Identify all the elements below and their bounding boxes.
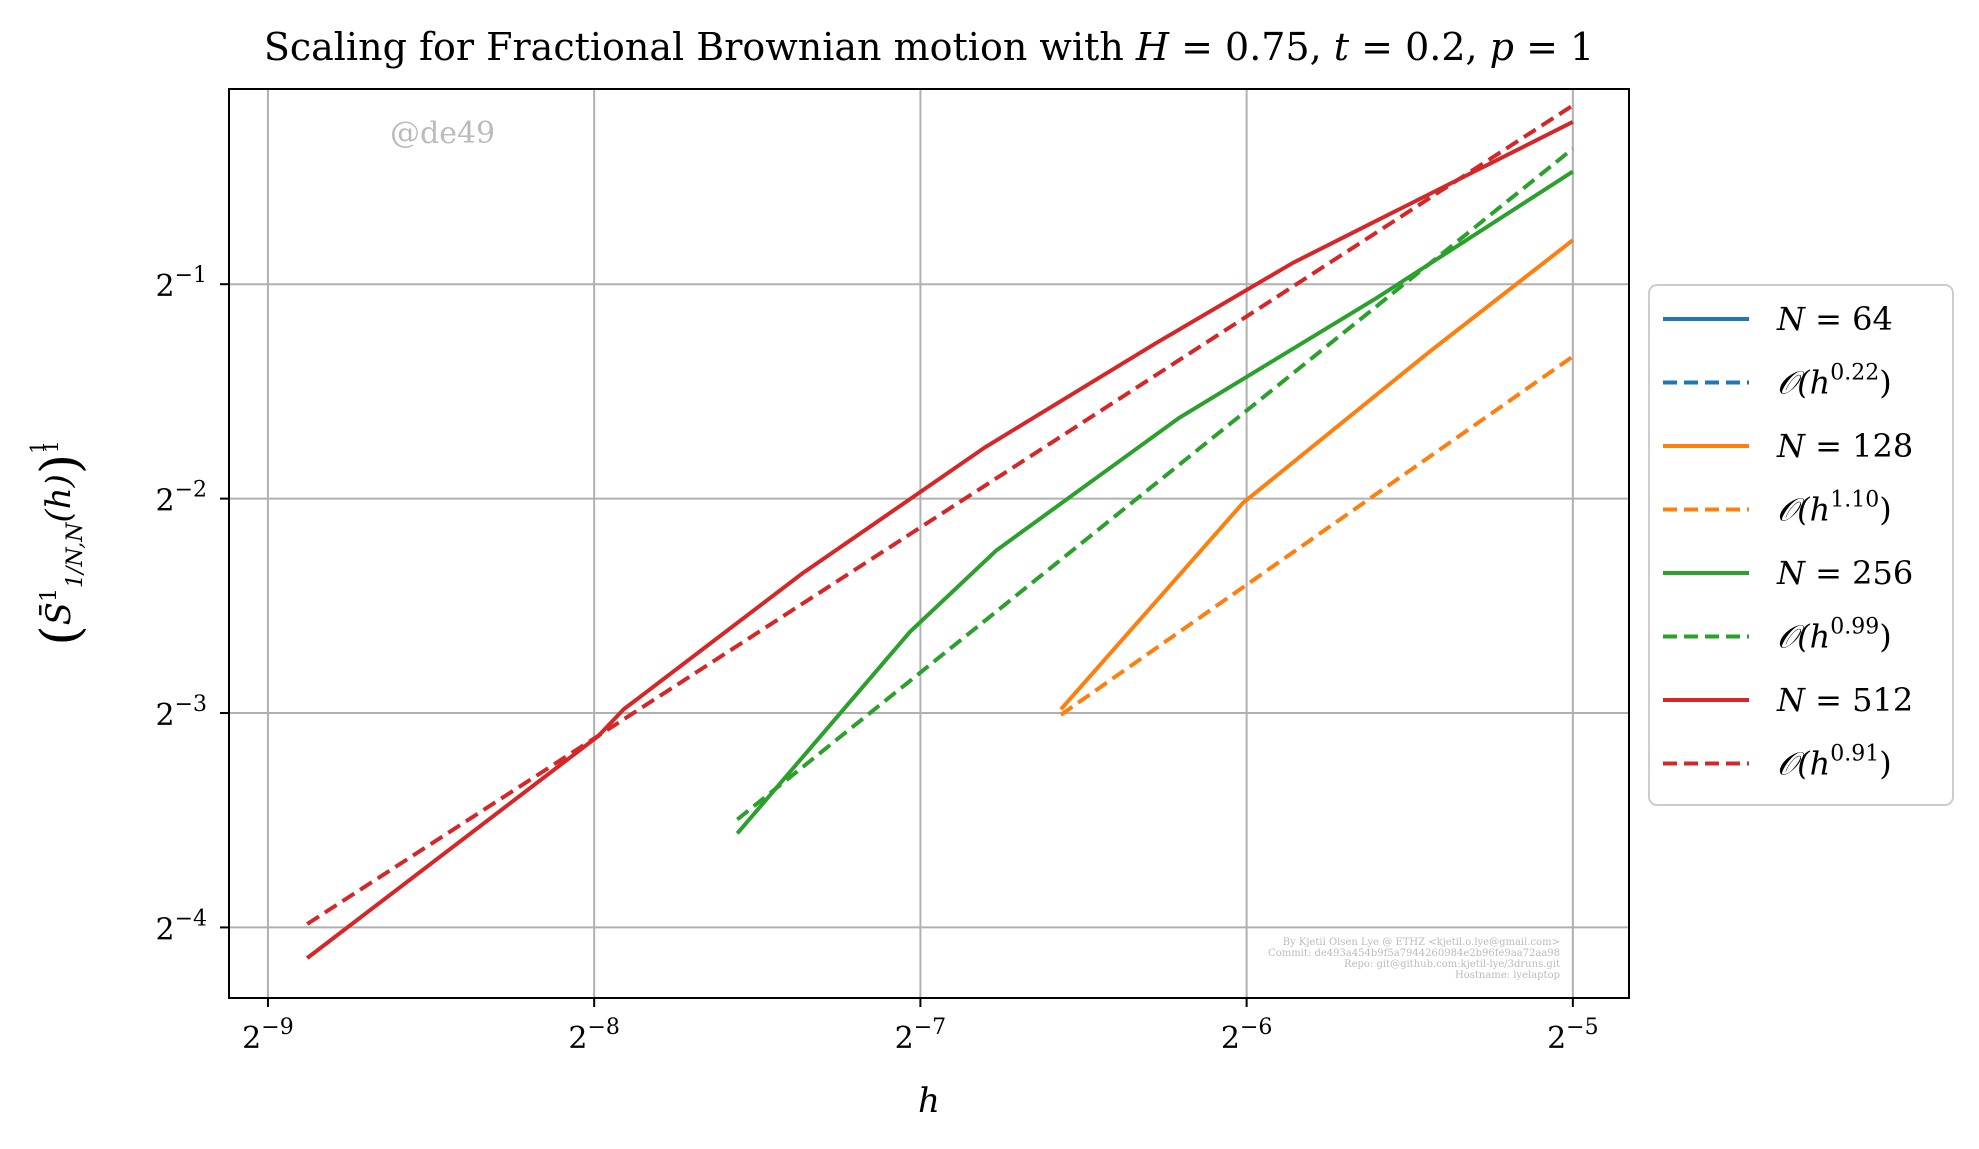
y-tick-label: 2−3 (155, 692, 207, 733)
y-axis-label: (S̄11/N,N(h))11 (25, 440, 91, 645)
series-layer (305, 103, 1575, 960)
grid-layer (229, 89, 1629, 998)
watermark: @de49 (390, 116, 495, 151)
legend-frame (1648, 284, 1954, 806)
footer-line-1: Commit: de493a454b9f5a7944260984e2b96fe9… (1268, 948, 1560, 959)
footer-line-0: By Kjetil Olsen Lye @ ETHZ <kjetil.o.lye… (1283, 937, 1560, 948)
legend-label-5: 𝒪(h0.99) (1777, 615, 1892, 656)
x-tick-label: 2−9 (242, 1015, 294, 1056)
legend-label-0: N = 64 (1776, 300, 1893, 338)
footer-block: By Kjetil Olsen Lye @ ETHZ <kjetil.o.lye… (1268, 937, 1560, 981)
legend-label-3: 𝒪(h1.10) (1777, 488, 1892, 529)
series-line-2 (1059, 238, 1575, 711)
footer-line-2: Repo: git@github.com:kjetil-lye/3druns.g… (1344, 959, 1560, 970)
legend: N = 64 𝒪(h0.22) N = 128 𝒪(h1.10) N = 256 𝒪(h0… (1648, 284, 1954, 806)
y-tick-label: 2−4 (155, 906, 207, 947)
series-line-5 (736, 147, 1575, 822)
series-line-6 (305, 120, 1574, 960)
legend-label-4: N = 256 (1776, 554, 1913, 592)
x-tick-label: 2−5 (1547, 1015, 1599, 1056)
series-line-3 (1059, 354, 1574, 717)
x-tick-label: 2−8 (568, 1015, 620, 1056)
x-axis-label: h (918, 1081, 940, 1121)
series-line-4 (735, 169, 1574, 835)
legend-label-2: N = 128 (1776, 427, 1913, 465)
legend-label-1: 𝒪(h0.22) (1777, 361, 1892, 402)
footer-line-3: Hostname: lyelaptop (1455, 970, 1560, 981)
series-line-7 (306, 103, 1574, 926)
legend-label-7: 𝒪(h0.91) (1777, 742, 1892, 783)
y-axis-label-text: (S̄11/N,N(h))11 (25, 440, 91, 645)
y-tick-label: 2−2 (155, 478, 207, 519)
x-tick-label: 2−6 (1221, 1015, 1273, 1056)
tick-layer: 2−9 2−8 2−7 2−6 2−5 2−4 2−3 2−2 2−1 (155, 263, 1598, 1056)
x-tick-label: 2−7 (895, 1015, 947, 1056)
y-tick-label: 2−1 (155, 263, 207, 304)
chart-title: Scaling for Fractional Brownian motion w… (264, 25, 1594, 69)
plot-frame (228, 88, 1630, 999)
legend-label-6: N = 512 (1776, 681, 1913, 719)
